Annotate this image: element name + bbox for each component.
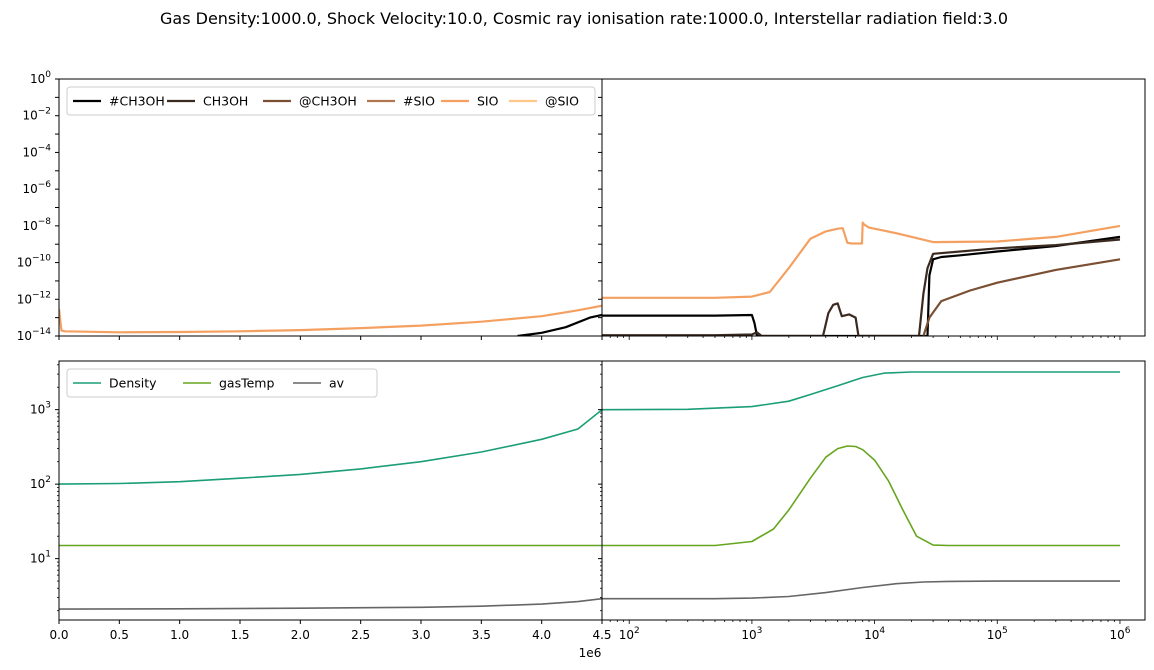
y-tick-label: 102 [30,475,51,491]
panel-top-right [598,78,1146,340]
legend-label: CH3OH [203,94,248,109]
figure-title: Gas Density:1000.0, Shock Velocity:10.0,… [160,9,1008,28]
series-line-ch3oh [602,238,1121,336]
legend: Density gasTemp av [66,368,378,398]
y-tick-label: 10−14 [17,327,52,343]
series-line-hash-ch3oh [517,313,602,336]
panel-bottom-right: 102 103 104 105 106 [598,360,1146,642]
series-line-av [59,597,602,610]
y-tick-label: 10−2 [22,107,51,123]
legend-box [66,86,596,116]
y-tick-label: 101 [30,550,51,566]
series-group [602,221,1121,336]
y-tick-label: 10−4 [22,143,51,159]
x-tick-label: 3.5 [472,628,491,642]
panel-bottom-left: 103 102 101 0.0 0.5 1.0 1.5 2.0 2.5 3.0 3.5 4.0 4.5 1… [30,360,612,660]
legend-box [66,368,378,398]
legend-label: av [329,376,345,391]
y-tick-label: 10−10 [17,254,52,270]
legend-label: SIO [477,94,499,109]
x-tick-label: 4.5 [592,628,611,642]
axes-frame [601,360,1146,621]
x-tick-label: 0.5 [110,628,129,642]
series-line-at-ch3oh [922,258,1121,336]
series-line-density [59,409,602,485]
x-tick-label: 102 [619,626,640,642]
axes-frame [58,78,603,337]
legend-label: Density [109,376,157,391]
series-line-sio [602,221,1121,299]
legend-label: gasTemp [219,376,274,391]
legend-label: @SIO [545,94,579,109]
x-offset-label: 1e6 [579,646,602,660]
series-line-sio [59,304,602,334]
y-tick-label: 103 [30,401,51,417]
x-tick-label: 104 [864,626,885,642]
legend-label: #SIO [403,94,435,109]
series-line-density [602,371,1120,411]
series-line-gastemp [602,445,1120,547]
legend-label: @CH3OH [299,94,357,109]
x-tick-label: 1.0 [170,628,189,642]
axes-frame [601,78,1146,337]
x-tick-label: 4.0 [532,628,551,642]
x-tick-label: 106 [1109,626,1130,642]
y-tick-label: 10−12 [17,290,51,306]
series-group [602,371,1120,600]
x-tick-label: 2.0 [291,628,310,642]
x-tick-label: 105 [987,626,1008,642]
series-group [59,409,602,610]
panel-top-left: 100 10−2 10−4 10−6 10−8 10−10 10−12 10−14 #CH3OH… [17,70,603,343]
y-tick-label: 10−6 [22,180,51,196]
x-tick-label: 3.0 [411,628,430,642]
series-group [59,304,602,336]
y-tick-label: 100 [30,70,51,86]
x-tick-label: 103 [741,626,762,642]
series-line-hash-ch3oh [602,235,1121,336]
series-line-av [602,580,1120,600]
legend: #CH3OH CH3OH @CH3OH #SIO SIO @SIO [66,86,596,116]
y-tick-label: 10−8 [22,217,51,233]
x-tick-label: 2.5 [351,628,370,642]
axes-frame [58,360,603,621]
x-tick-label: 0.0 [49,628,68,642]
x-tick-label: 1.5 [230,628,249,642]
legend-label: #CH3OH [109,94,165,109]
